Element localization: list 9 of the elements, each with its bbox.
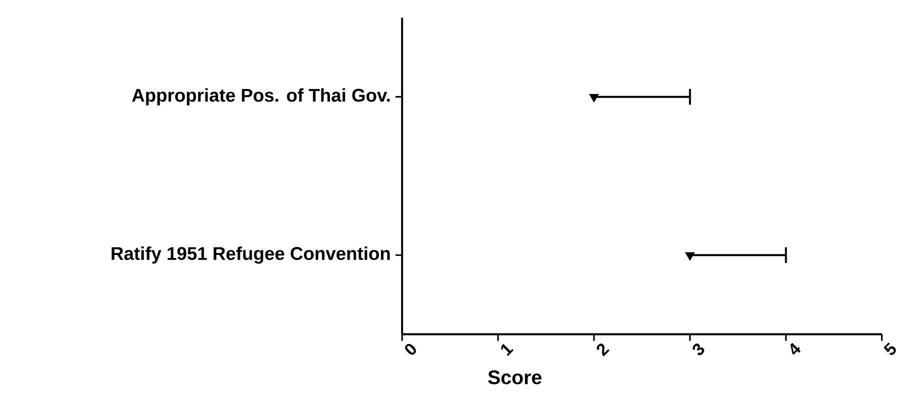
x-tick-label: 2	[596, 344, 610, 356]
y-tick-label: Appropriate Pos. of Thai Gov.	[132, 88, 390, 106]
x-tick-label: 1	[501, 344, 514, 356]
x-tick-label: 0	[405, 344, 416, 355]
x-tick-label: 4	[790, 342, 801, 355]
y-tick-label: Ratify 1951 Refugee Convention	[112, 246, 390, 264]
x-tick-label: 3	[692, 344, 704, 356]
x-tick-label: 5	[884, 342, 896, 355]
x-axis-title: Score	[488, 370, 542, 384]
